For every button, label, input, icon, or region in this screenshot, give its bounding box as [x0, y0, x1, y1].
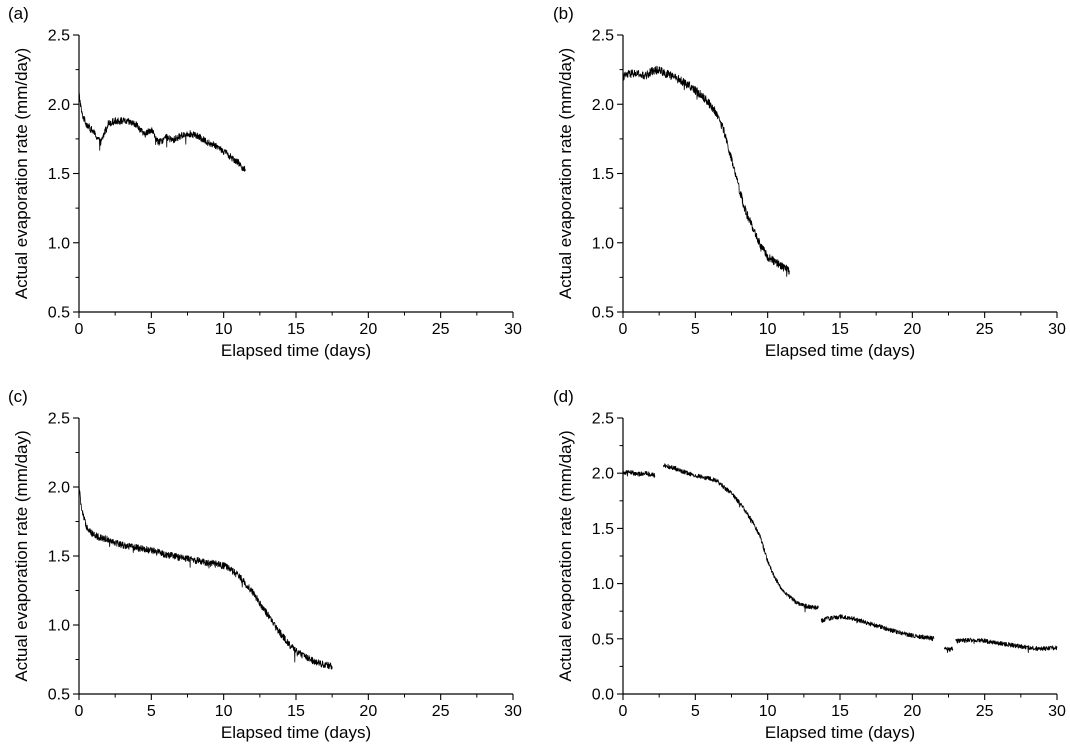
y-tick-label: 1.0: [48, 618, 70, 635]
y-tick-label: 2.0: [48, 97, 70, 114]
x-tick-label: 30: [504, 703, 522, 720]
panel-label: (d): [553, 387, 574, 406]
x-tick-label: 30: [504, 321, 522, 338]
y-tick-label: 0.0: [592, 687, 614, 704]
series-line: [943, 646, 954, 653]
y-tick-label: 1.5: [48, 549, 70, 566]
panel-label: (a): [8, 4, 29, 23]
x-tick-label: 0: [75, 703, 84, 720]
x-tick-label: 5: [691, 703, 700, 720]
y-tick-label: 1.5: [592, 166, 614, 183]
y-tick-label: 0.5: [48, 687, 70, 704]
y-tick-label: 1.0: [592, 576, 614, 593]
y-tick-label: 2.5: [48, 411, 70, 428]
series-line: [955, 637, 1058, 653]
x-tick-label: 20: [359, 321, 377, 338]
x-tick-label: 10: [215, 321, 233, 338]
x-tick-label: 25: [432, 321, 450, 338]
y-tick-label: 2.0: [592, 97, 614, 114]
y-tick-label: 2.0: [48, 480, 70, 497]
y-tick-label: 2.0: [592, 466, 614, 483]
y-tick-label: 1.0: [48, 235, 70, 252]
y-axis-label: Actual evaporation rate (mm/day): [556, 48, 575, 299]
y-tick-label: 0.5: [48, 305, 70, 322]
series-line: [663, 463, 819, 613]
x-tick-label: 0: [619, 321, 628, 338]
x-tick-label: 15: [287, 321, 305, 338]
series-line: [622, 65, 790, 277]
y-tick-label: 1.5: [592, 521, 614, 538]
x-axis-label: Elapsed time (days): [221, 341, 371, 360]
y-axis-label: Actual evaporation rate (mm/day): [12, 48, 31, 299]
y-tick-label: 1.5: [48, 166, 70, 183]
x-tick-label: 10: [215, 703, 233, 720]
x-tick-label: 25: [976, 703, 994, 720]
x-tick-label: 30: [1048, 321, 1066, 338]
y-axis-label: Actual evaporation rate (mm/day): [12, 430, 31, 681]
x-axis-label: Elapsed time (days): [765, 723, 915, 742]
x-tick-label: 15: [287, 703, 305, 720]
x-tick-label: 20: [903, 321, 921, 338]
chart-panel-c: 0 5 10 15 20 25 30 0.5 1.0 1.5 2.0 2.5 Elapsed time …: [8, 387, 522, 742]
x-tick-label: 25: [432, 703, 450, 720]
x-tick-label: 15: [831, 321, 849, 338]
y-axis-label: Actual evaporation rate (mm/day): [556, 430, 575, 681]
x-tick-label: 25: [976, 321, 994, 338]
series-line: [622, 470, 656, 478]
chart-panel-b: 0 5 10 15 20 25 30 0.5 1.0 1.5 2.0 2.5 Elapsed time …: [553, 4, 1066, 360]
series-line: [820, 614, 935, 642]
x-tick-label: 15: [831, 703, 849, 720]
x-tick-label: 20: [359, 703, 377, 720]
x-tick-label: 10: [759, 703, 777, 720]
series-line: [78, 91, 246, 172]
panel-label: (c): [8, 387, 28, 406]
chart-panel-a: 0 5 10 15 20 25 30 0.5 1.0 1.5 2.0 2.5 Elapsed time …: [8, 4, 522, 360]
x-tick-label: 0: [75, 321, 84, 338]
y-tick-label: 0.5: [592, 305, 614, 322]
x-tick-label: 5: [147, 703, 156, 720]
x-tick-label: 5: [691, 321, 700, 338]
y-tick-label: 2.5: [48, 28, 70, 45]
series-line: [78, 484, 333, 670]
x-axis-label: Elapsed time (days): [221, 723, 371, 742]
x-tick-label: 5: [147, 321, 156, 338]
chart-panel-d: 0 5 10 15 20 25 30 0.0 0.5 1.0 1.5 2.0 2.5 Elapsed ti…: [553, 387, 1066, 742]
y-tick-label: 0.5: [592, 631, 614, 648]
panel-label: (b): [553, 4, 574, 23]
x-tick-label: 0: [619, 703, 628, 720]
x-tick-label: 10: [759, 321, 777, 338]
x-tick-label: 20: [903, 703, 921, 720]
x-tick-label: 30: [1048, 703, 1066, 720]
y-tick-label: 2.5: [592, 411, 614, 428]
x-axis-label: Elapsed time (days): [765, 341, 915, 360]
y-tick-label: 2.5: [592, 28, 614, 45]
y-tick-label: 1.0: [592, 235, 614, 252]
